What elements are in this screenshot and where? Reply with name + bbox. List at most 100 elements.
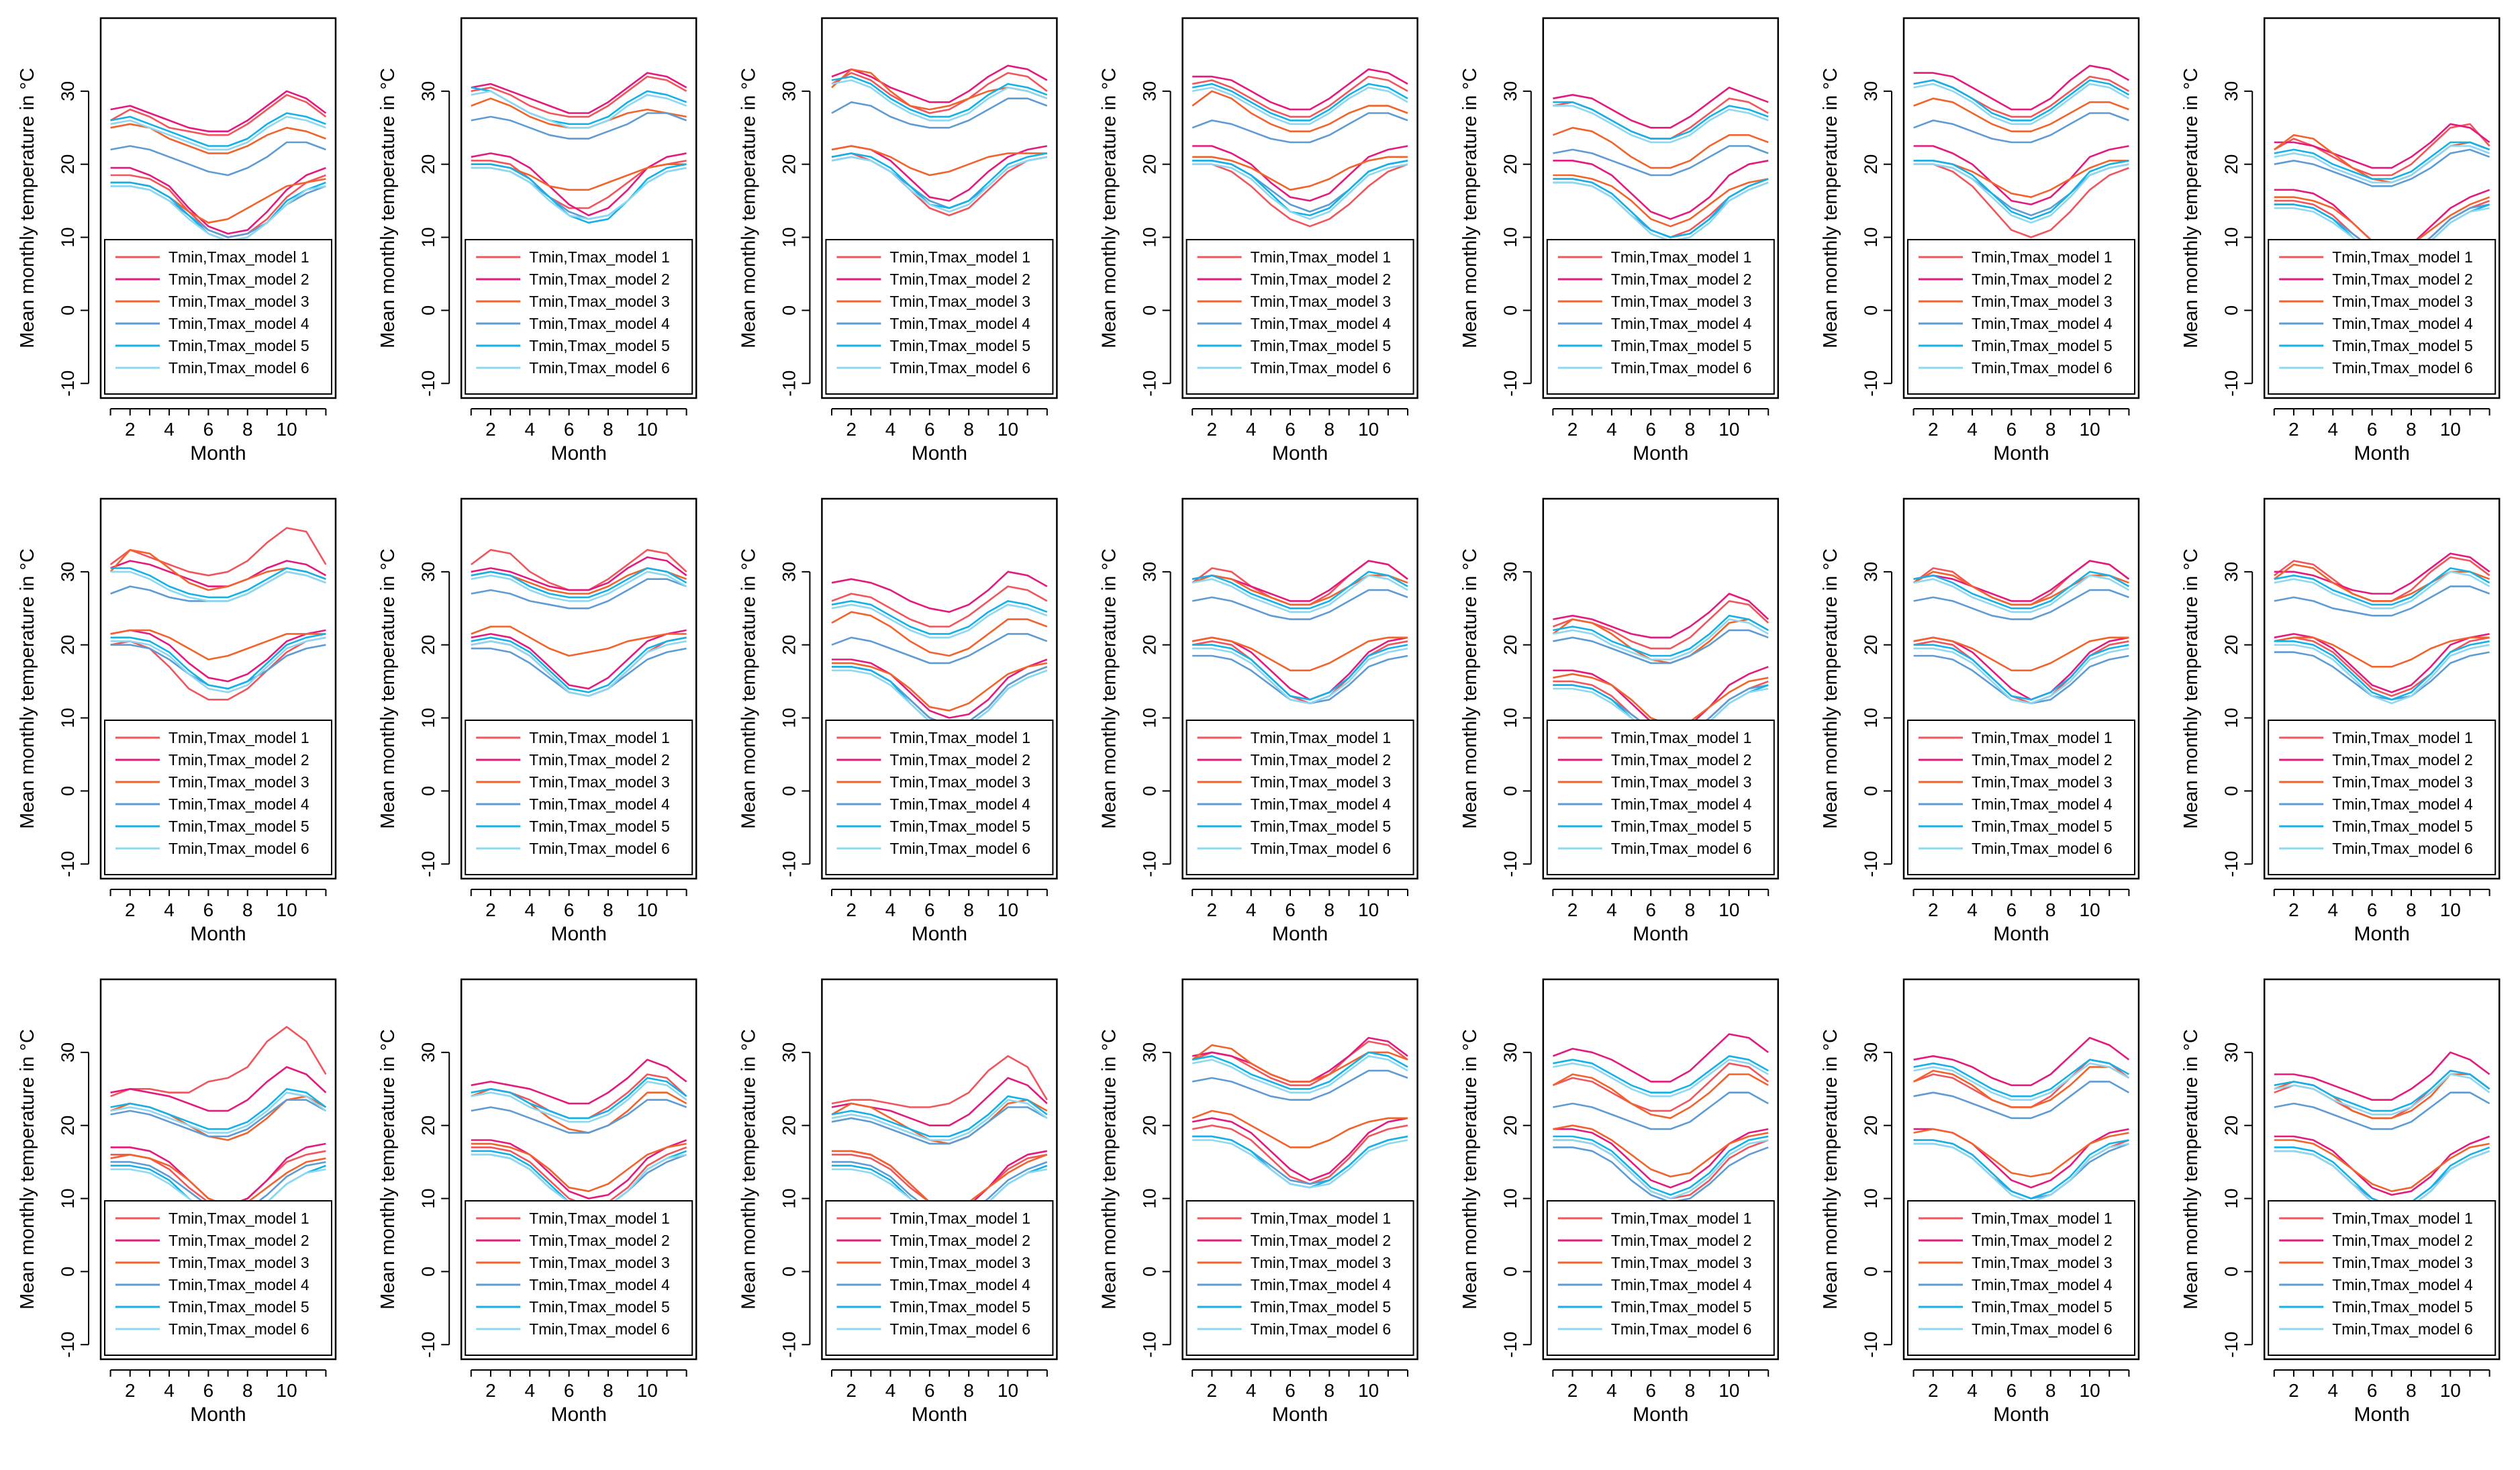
- legend-label: Tmin,Tmax_model 2: [529, 751, 670, 769]
- series-line-3-tmin: [2274, 1139, 2490, 1192]
- legend: Tmin,Tmax_model 1 Tmin,Tmax_model 2 Tmin,T…: [1546, 239, 1775, 395]
- series-line-1-tmax: [831, 585, 1048, 628]
- y-tick-label: 30: [1861, 562, 1881, 582]
- legend-label: Tmin,Tmax_model 3: [1251, 293, 1392, 310]
- y-tick-label: 30: [1140, 1042, 1160, 1063]
- x-tick-label: 2: [2288, 899, 2299, 920]
- legend-label: Tmin,Tmax_model 1: [889, 1210, 1030, 1227]
- series-line-3-tmin: [1913, 636, 2129, 672]
- x-axis-label: Month: [912, 442, 967, 464]
- y-tick-label: -10: [1500, 1332, 1520, 1358]
- x-tick-label: 10: [277, 899, 297, 920]
- series-line-4-tmax: [1192, 1069, 1408, 1101]
- series-line-2-tmax: [1913, 1036, 2130, 1087]
- series-line-1-tmax: [1552, 600, 1770, 650]
- series-line-4-tmax: [471, 1099, 687, 1134]
- legend-label: Tmin,Tmax_model 4: [1611, 315, 1752, 332]
- legend-label: Tmin,Tmax_model 2: [1251, 1232, 1392, 1249]
- x-axis-label: Month: [1272, 442, 1328, 464]
- chart-panel-14: Tmin,Tmax_model 1 Tmin,Tmax_model 2 Tmin,T…: [2180, 497, 2501, 945]
- y-tick-label: 30: [1500, 562, 1520, 582]
- plot-frame: [1181, 978, 1418, 1361]
- x-tick-label: 10: [2440, 899, 2461, 920]
- series-line-6-tmin: [1192, 647, 1408, 705]
- series-line-6-tmax: [1192, 1055, 1408, 1093]
- series-line-6-tmin: [1553, 181, 1769, 242]
- y-tick-label: 20: [58, 154, 78, 175]
- plot-frame: [1902, 497, 2140, 880]
- x-axis-label: Month: [551, 1404, 607, 1426]
- x-tick-label: 10: [998, 1380, 1018, 1401]
- series-line-4-tmax: [2274, 1091, 2490, 1130]
- x-tick-label: 4: [524, 419, 535, 440]
- y-tick-label: 0: [418, 786, 438, 796]
- legend-label: Tmin,Tmax_model 4: [1251, 1276, 1392, 1293]
- series-line-5-tmin: [1192, 644, 1408, 701]
- legend: Tmin,Tmax_model 1 Tmin,Tmax_model 2 Tmin,T…: [465, 720, 693, 875]
- y-axis-label: Mean monthly temperature in °C: [17, 1029, 38, 1310]
- x-tick-label: 6: [203, 899, 214, 920]
- series-line-6-tmax: [110, 1091, 327, 1134]
- series-line-3-tmax: [1192, 1044, 1408, 1083]
- legend-label: Tmin,Tmax_model 2: [1972, 271, 2113, 288]
- series-lines: [1552, 87, 1769, 242]
- y-tick-label: 10: [1500, 1189, 1520, 1209]
- legend-label: Tmin,Tmax_model 1: [1611, 729, 1752, 746]
- x-tick-label: 6: [2006, 1380, 2017, 1401]
- legend: Tmin,Tmax_model 1 Tmin,Tmax_model 2 Tmin,T…: [2268, 720, 2497, 875]
- x-tick-label: 10: [637, 899, 658, 920]
- x-axis-label: Month: [1633, 1404, 1688, 1426]
- series-line-2-tmin: [110, 166, 326, 235]
- series-line-5-tmax: [1553, 614, 1769, 657]
- y-tick-label: 20: [1500, 635, 1520, 655]
- legend-label: Tmin,Tmax_model 2: [1251, 271, 1392, 288]
- x-axis-label: Month: [190, 923, 246, 945]
- y-tick-label: -10: [1140, 851, 1160, 877]
- legend-label: Tmin,Tmax_model 6: [2332, 359, 2473, 377]
- y-tick-label: 20: [2221, 154, 2241, 175]
- series-line-6-tmax: [831, 79, 1048, 121]
- x-axis-label: Month: [190, 442, 246, 464]
- y-tick-label: 20: [58, 1116, 78, 1136]
- series-lines: [831, 571, 1048, 730]
- legend-label: Tmin,Tmax_model 3: [1251, 1254, 1392, 1271]
- x-tick-label: 4: [1246, 419, 1257, 440]
- legend-label: Tmin,Tmax_model 3: [529, 1254, 670, 1271]
- series-line-2-tmin: [1553, 1128, 1769, 1189]
- legend-label: Tmin,Tmax_model 1: [1251, 248, 1392, 266]
- series-line-3-tmin: [1192, 1110, 1408, 1148]
- x-tick-label: 10: [2440, 1380, 2461, 1401]
- series-line-2-tmax: [1553, 87, 1769, 129]
- series-line-4-tmin: [2274, 651, 2490, 701]
- y-axis-label: Mean monthly temperature in °C: [738, 1029, 759, 1310]
- series-lines: [2274, 552, 2490, 705]
- legend-label: Tmin,Tmax_model 4: [529, 1276, 670, 1293]
- legend-label: Tmin,Tmax_model 5: [168, 337, 309, 354]
- y-tick-label: 20: [2221, 1116, 2241, 1136]
- y-tick-label: 10: [1140, 228, 1160, 248]
- series-line-5-tmax: [110, 112, 326, 147]
- y-tick-label: 20: [1861, 154, 1881, 175]
- y-tick-label: 0: [1500, 1267, 1520, 1277]
- y-tick-label: 10: [58, 228, 78, 248]
- series-line-6-tmax: [110, 571, 326, 602]
- x-tick-label: 8: [1685, 419, 1696, 440]
- series-line-5-tmax: [1553, 1055, 1769, 1093]
- legend-label: Tmin,Tmax_model 4: [2332, 795, 2473, 813]
- x-tick-label: 10: [277, 419, 297, 440]
- series-line-2-tmax: [471, 72, 687, 114]
- plot-frame: [99, 978, 337, 1361]
- series-line-4-tmax: [831, 1106, 1048, 1145]
- series-line-5-tmin: [110, 633, 326, 690]
- legend-label: Tmin,Tmax_model 6: [2332, 840, 2473, 857]
- y-tick-label: 10: [1140, 708, 1160, 728]
- x-tick-label: 4: [2327, 1380, 2338, 1401]
- x-tick-label: 6: [203, 419, 214, 440]
- x-tick-label: 6: [1645, 419, 1656, 440]
- series-line-4-tmax: [110, 1099, 327, 1138]
- plot-frame: [99, 17, 337, 399]
- x-tick-label: 4: [1606, 899, 1617, 920]
- series-line-2-tmax: [471, 556, 687, 591]
- series-line-1-tmin: [1192, 163, 1408, 228]
- y-tick-label: -10: [779, 371, 799, 397]
